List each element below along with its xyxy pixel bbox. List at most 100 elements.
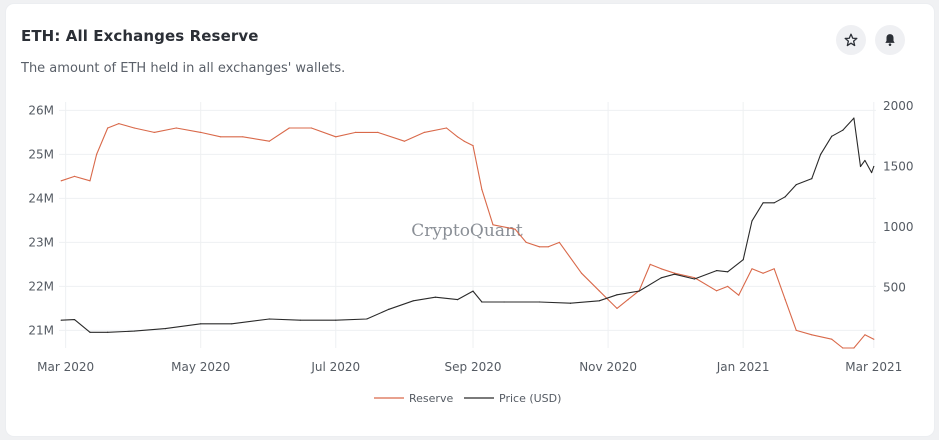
price-point [538,301,541,303]
price-point [472,290,474,292]
price-point [773,202,775,204]
reserve-point [89,180,91,182]
legend-item[interactable]: Price (USD) [464,392,561,405]
right-axis-tick-label: 2000 [883,99,914,113]
price-point [820,153,822,155]
reserve-point [627,299,629,301]
legend-label: Reserve [409,392,453,405]
price-point [388,308,390,310]
reserve-point [773,268,775,270]
price-point [598,300,600,302]
price-point [60,319,62,321]
reserve-point [547,246,549,248]
reserve-point [335,136,337,138]
price-point [299,319,301,321]
chart-legend: Reserve Price (USD) [374,392,561,405]
left-axis-tick-label: 22M [28,279,54,293]
right-axis-tick-label: 1500 [883,160,914,174]
reserve-point [153,131,155,133]
reserve-point [538,246,541,248]
price-point [231,323,233,325]
reserve-point [268,140,270,142]
price-point [859,165,862,168]
x-tick-label: Mar 2020 [37,360,94,374]
chart-grid [59,102,876,348]
reserve-point [811,334,813,336]
x-tick-label: May 2020 [171,360,230,374]
reserve-point [715,290,718,292]
price-series-line [61,117,875,333]
price-point [268,318,270,320]
left-axis-tick-label: 21M [28,323,54,337]
reserve-point [853,347,855,349]
x-tick-label: Jan 2021 [716,360,770,374]
price-point [673,273,676,275]
reserve-point [463,140,465,142]
reserve-point [607,299,609,301]
price-point [107,331,109,333]
reserve-point [481,189,483,191]
price-point [456,299,459,301]
x-tick-label: Mar 2021 [845,360,902,374]
price-point [842,129,844,131]
reserve-point [784,299,786,301]
price-point [660,277,662,279]
reserve-point [288,127,290,129]
chart-subtitle: The amount of ETH held in all exchanges'… [21,61,346,76]
price-point [89,331,91,333]
reserve-point [200,131,202,133]
price-point [870,171,873,174]
reserve-point [580,272,583,274]
x-tick-label: Nov 2020 [579,360,637,374]
left-axis-tick-label: 25M [28,147,54,161]
price-point [412,300,414,302]
price-point [200,323,202,325]
price-point [366,318,368,320]
reserve-point [514,228,516,230]
reserve-point [175,127,177,129]
legend-label: Price (USD) [499,392,561,405]
series-lines [60,117,875,349]
price-point [503,301,505,303]
reserve-point [355,131,357,133]
left-axis-tick-label: 24M [28,191,54,205]
x-tick-label: Sep 2020 [445,360,502,374]
reserve-point [220,136,222,138]
bell-icon [885,34,895,46]
reserve-point [118,123,120,125]
watermark: CryptoQuant [411,221,523,241]
reserve-point [598,290,600,292]
left-axis-tick-label: 26M [28,103,54,117]
price-point [434,296,436,298]
reserve-point [133,127,135,129]
price-point [853,117,855,119]
notification-button[interactable] [875,25,905,55]
price-point [638,290,640,292]
price-point [335,319,337,321]
left-axis-tick-label: 23M [28,235,54,249]
reserve-point [492,224,494,226]
reserve-point [242,136,244,138]
price-point [864,159,866,162]
right-axis-ticks: 500 1000 1500 2000 [883,99,914,295]
reserve-point [60,180,62,182]
reserve-point [762,272,764,274]
reserve-point [472,145,474,147]
reserve-point [96,153,98,155]
reserve-point [445,127,448,129]
reserve-point [310,127,313,129]
reserve-point [616,307,618,309]
price-point [164,328,166,330]
reserve-point [649,263,651,265]
x-tick-label: Jul 2020 [310,360,360,374]
favorite-button[interactable] [836,25,866,55]
reserve-point [751,268,753,270]
reserve-point [727,285,729,287]
reserve-point [558,241,560,243]
price-point [784,196,786,198]
price-point [795,184,797,186]
left-axis-ticks: 21M 22M 23M 24M 25M 26M [28,103,54,337]
legend-item[interactable]: Reserve [374,392,453,405]
price-point [751,220,753,222]
